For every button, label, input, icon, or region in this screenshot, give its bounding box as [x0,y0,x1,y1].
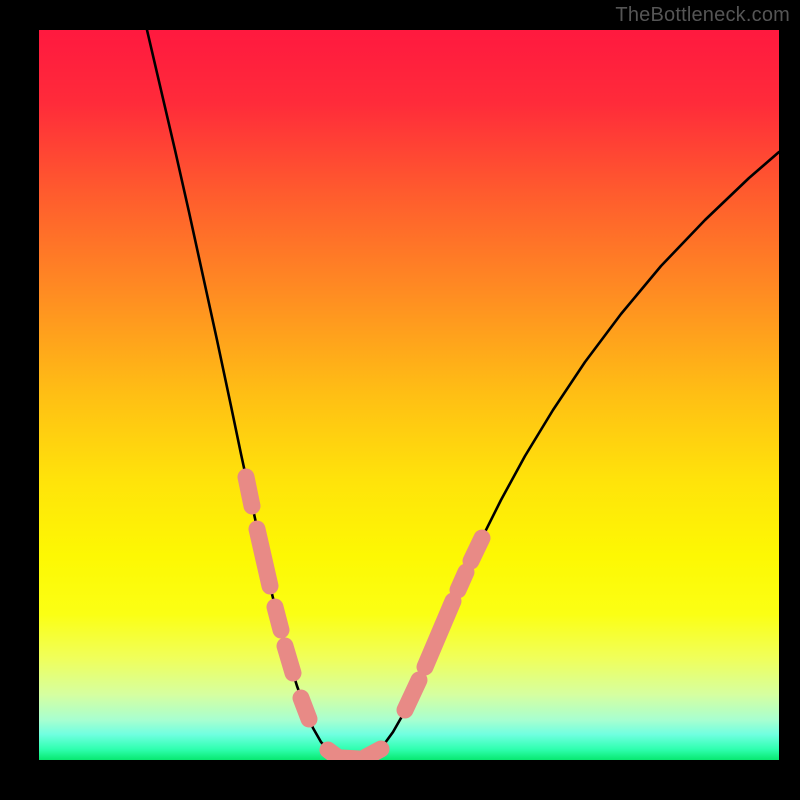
highlight-segment [301,698,309,719]
highlight-segment [471,538,482,561]
highlight-segment [342,758,359,759]
highlight-segment [285,646,293,673]
watermark-text: TheBottleneck.com [615,4,790,27]
highlight-segment [405,680,419,710]
highlight-segment [246,477,252,506]
highlight-segment [366,749,381,757]
highlight-segment [275,607,281,630]
chart-plot-area [39,30,779,760]
highlight-segment [425,601,453,667]
v-curve-line [147,30,779,760]
highlight-segments-group [246,477,482,759]
highlight-segment [257,529,270,586]
chart-svg-layer [39,30,779,760]
highlight-segment [458,572,466,590]
